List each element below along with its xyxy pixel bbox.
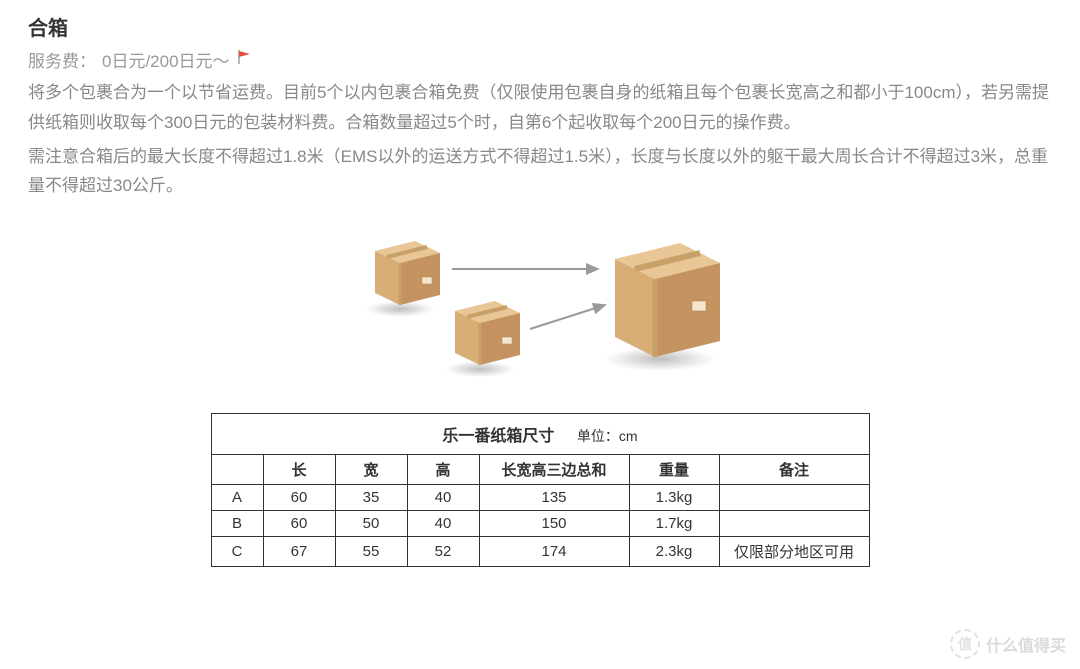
table-header: 备注 (719, 455, 869, 485)
description-paragraph-2: 需注意合箱后的最大长度不得超过1.8米（EMS以外的运送方式不得超过1.5米），… (28, 142, 1052, 202)
watermark: 值 什么值得买 (950, 629, 1066, 659)
table-cell: 174 (479, 537, 629, 567)
table-unit: 单位：cm (577, 428, 638, 444)
table-title-cell: 乐一番纸箱尺寸 单位：cm (211, 414, 869, 455)
table-cell: 60 (263, 511, 335, 537)
table-header (211, 455, 263, 485)
table-cell: 67 (263, 537, 335, 567)
table-header: 长 (263, 455, 335, 485)
table-cell (719, 485, 869, 511)
fee-value: 0日元/200日元～ (102, 47, 230, 72)
table-header: 重量 (629, 455, 719, 485)
description-paragraph-1: 将多个包裹合为一个以节省运费。目前5个以内包裹合箱免费（仅限使用包裹自身的纸箱且… (28, 78, 1052, 138)
table-row: A 60 35 40 135 1.3kg (211, 485, 869, 511)
table-cell: 135 (479, 485, 629, 511)
combine-box-diagram (28, 219, 1052, 389)
table-cell: 60 (263, 485, 335, 511)
table-cell: C (211, 537, 263, 567)
table-cell: 仅限部分地区可用 (719, 537, 869, 567)
table-row: B 60 50 40 150 1.7kg (211, 511, 869, 537)
table-title: 乐一番纸箱尺寸 (442, 428, 554, 445)
small-box-1-icon (375, 241, 440, 305)
table-cell: 35 (335, 485, 407, 511)
table-header: 长宽高三边总和 (479, 455, 629, 485)
table-cell: 40 (407, 485, 479, 511)
table-cell: A (211, 485, 263, 511)
table-cell: B (211, 511, 263, 537)
small-box-2-icon (455, 301, 520, 365)
service-fee-line: 服务费： 0日元/200日元～ (28, 47, 1052, 72)
table-cell: 55 (335, 537, 407, 567)
table-cell: 40 (407, 511, 479, 537)
table-cell: 1.7kg (629, 511, 719, 537)
big-box-icon (615, 243, 720, 357)
table-cell (719, 511, 869, 537)
box-size-table: 乐一番纸箱尺寸 单位：cm 长 宽 高 长宽高三边总和 重量 备注 A 60 3… (211, 413, 870, 567)
table-cell: 52 (407, 537, 479, 567)
table-cell: 2.3kg (629, 537, 719, 567)
table-cell: 150 (479, 511, 629, 537)
arrow-2-icon (530, 305, 605, 329)
table-header: 高 (407, 455, 479, 485)
table-header-row: 长 宽 高 长宽高三边总和 重量 备注 (211, 455, 869, 485)
flag-icon (236, 48, 254, 71)
watermark-badge-icon: 值 (950, 629, 980, 659)
table-cell: 1.3kg (629, 485, 719, 511)
table-header: 宽 (335, 455, 407, 485)
section-title: 合箱 (28, 12, 1052, 41)
table-row: C 67 55 52 174 2.3kg 仅限部分地区可用 (211, 537, 869, 567)
fee-label: 服务费： (28, 47, 96, 72)
watermark-text: 什么值得买 (986, 632, 1066, 656)
table-cell: 50 (335, 511, 407, 537)
